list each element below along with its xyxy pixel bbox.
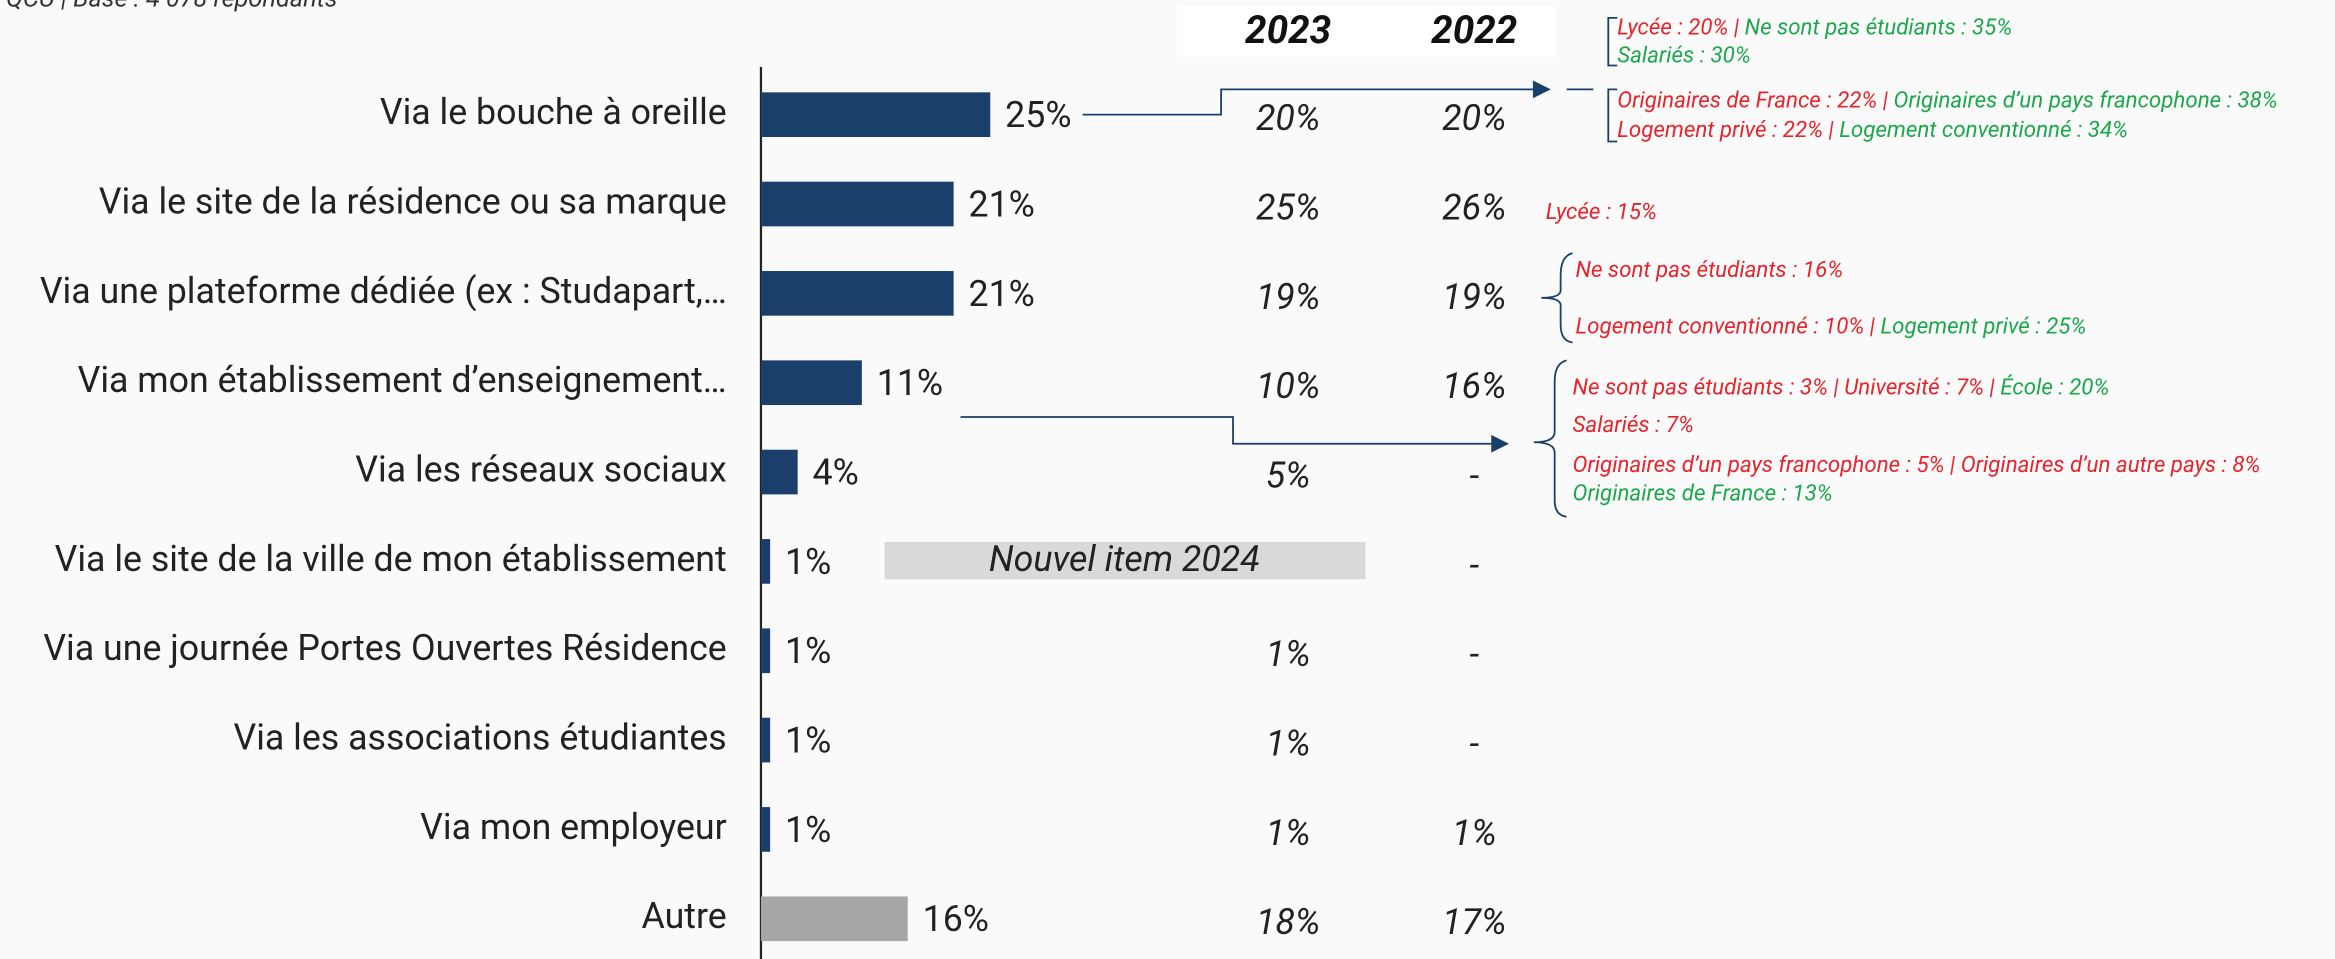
brace — [1533, 359, 1567, 518]
comparison-value: 18% — [1256, 901, 1320, 943]
annotation-segment: Lycée : 20% | — [1617, 14, 1739, 40]
comparison-value: 26% — [1442, 186, 1506, 228]
connectors — [960, 16, 1618, 518]
comparison-value: 25% — [1256, 186, 1320, 228]
subtitle: QCU | Base : 4 078 répondants — [6, 0, 337, 14]
bar — [760, 181, 954, 227]
value-label: 16% — [923, 898, 989, 940]
annotation-line: Originaires de France : 13% — [1573, 480, 1833, 506]
bar — [760, 271, 954, 316]
value-label: 21% — [968, 183, 1034, 225]
comparison-value: 10% — [1256, 365, 1320, 407]
arrow-head — [1532, 80, 1551, 99]
category-label: Via le site de la ville de mon établisse… — [55, 538, 727, 580]
category-label: Via le site de la résidence ou sa marque — [99, 180, 727, 222]
annotation-segment: Ne sont pas étudiants : 35% — [1739, 14, 2012, 40]
comparison-value: 19% — [1442, 276, 1506, 318]
value-label: 21% — [968, 273, 1034, 315]
category-label: Via mon établissement d’enseignement… — [78, 359, 727, 401]
annotation-segment: Originaires de France : 13% — [1573, 480, 1833, 506]
annotation-segment: Salariés : 7% — [1573, 412, 1694, 438]
comparison-value: 1% — [1452, 812, 1497, 854]
bar — [760, 449, 798, 495]
annotation-segment: Logement privé : 25% — [1875, 314, 2086, 340]
comparison-value: 1% — [1266, 633, 1311, 675]
annotation-line: Lycée : 15% — [1546, 199, 1657, 225]
annotation-line: Ne sont pas étudiants : 16% — [1576, 257, 1844, 283]
value-label: 25% — [1005, 94, 1071, 136]
arrow-head — [1491, 434, 1510, 453]
annotation-line: Logement conventionné : 10% | Logement p… — [1576, 314, 2087, 340]
annotation-segment: Originaires d’un pays francophone : 5% |… — [1573, 452, 2261, 478]
annotation-segment: Lycée : 15% — [1546, 199, 1657, 225]
comparison-value: 17% — [1442, 901, 1506, 943]
category-label: Via mon employeur — [420, 806, 727, 848]
category-label: Via les réseaux sociaux — [355, 448, 726, 490]
category-label: Via le bouche à oreille — [380, 91, 727, 133]
annotation-line: Salariés : 7% — [1573, 412, 1694, 438]
annotation-line: Originaires de France : 22% | Originaire… — [1617, 87, 2277, 113]
annotation-line: Originaires d’un pays francophone : 5% |… — [1573, 452, 2261, 478]
value-label: 11% — [877, 362, 943, 404]
annotation-segment: Salariés : 30% — [1617, 42, 1750, 68]
brace — [1541, 252, 1573, 344]
header-box — [1176, 5, 1557, 57]
comparison-value: 1% — [1266, 812, 1311, 854]
comparison-value: 16% — [1442, 365, 1506, 407]
value-label: 1% — [785, 630, 831, 672]
annotation-line: Ne sont pas étudiants : 3% | Université … — [1573, 375, 2110, 401]
note-label: Nouvel item 2024 — [989, 538, 1260, 580]
annotation-segment: École : 20% — [1995, 375, 2110, 401]
category-label: Via les associations étudiantes — [233, 717, 726, 759]
annotation-segment: Originaires de France : 22% | — [1617, 87, 1888, 113]
value-label: 1% — [785, 809, 831, 851]
bar — [760, 717, 771, 763]
comparison-value: 19% — [1256, 276, 1320, 318]
comparison-value: - — [1469, 454, 1479, 496]
annotation-line: Lycée : 20% | Ne sont pas étudiants : 35… — [1617, 14, 2012, 40]
bar — [760, 92, 991, 137]
annotation-segment: Logement conventionné : 34% — [1834, 117, 2128, 143]
annotation-segment: Logement privé : 22% | — [1617, 117, 1834, 143]
annotation-line: Logement privé : 22% | Logement conventi… — [1617, 117, 2128, 143]
annotation-segment: Logement conventionné : 10% | — [1576, 314, 1876, 340]
value-label: 1% — [785, 720, 831, 762]
note-box — [884, 542, 1366, 580]
annotation-line: Salariés : 30% — [1617, 42, 1750, 68]
bar — [760, 539, 771, 584]
category-label: Via une plateforme dédiée (ex : Studapar… — [40, 270, 727, 312]
comparison-value: - — [1469, 722, 1479, 764]
comparison-value: 20% — [1256, 97, 1320, 139]
brace — [1607, 16, 1618, 143]
comparison-value: - — [1469, 544, 1479, 586]
category-label: Autre — [642, 895, 727, 937]
bar — [760, 896, 908, 942]
column-header: 2022 — [1431, 8, 1517, 53]
column-header: 2023 — [1245, 8, 1331, 53]
comparison-value: 20% — [1442, 97, 1506, 139]
bar — [760, 807, 771, 852]
arrow-line — [960, 416, 1496, 445]
category-label: Via une journée Portes Ouvertes Résidenc… — [43, 627, 726, 669]
annotation-segment: Ne sont pas étudiants : 16% — [1576, 257, 1844, 283]
comparison-value: - — [1469, 633, 1479, 675]
comparison-value: 1% — [1266, 722, 1311, 764]
arrow-line — [1082, 88, 1540, 116]
bar — [760, 360, 862, 406]
annotation-segment: Ne sont pas étudiants : 3% | Université … — [1573, 375, 1995, 401]
bar — [760, 628, 771, 674]
comparison-value: 5% — [1266, 454, 1311, 496]
value-label: 4% — [813, 451, 859, 493]
annotation-segment: Originaires d’un pays francophone : 38% — [1888, 87, 2278, 113]
value-label: 1% — [785, 541, 831, 583]
